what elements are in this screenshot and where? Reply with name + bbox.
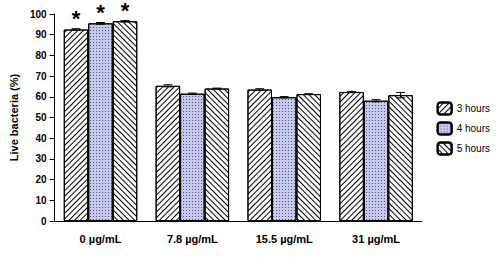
svg-text:*: * [96, 0, 105, 25]
svg-text:50: 50 [35, 112, 47, 123]
svg-text:Live bacteria (%): Live bacteria (%) [8, 73, 20, 161]
svg-text:80: 80 [35, 50, 47, 61]
svg-text:0: 0 [41, 216, 47, 227]
svg-text:0 µg/mL: 0 µg/mL [80, 233, 122, 245]
svg-text:100: 100 [30, 9, 47, 20]
svg-text:10: 10 [35, 195, 47, 206]
svg-text:40: 40 [35, 133, 47, 144]
svg-text:15.5 µg/mL: 15.5 µg/mL [256, 233, 313, 245]
svg-text:7.8 µg/mL: 7.8 µg/mL [167, 233, 218, 245]
svg-text:70: 70 [35, 71, 47, 82]
svg-text:5 hours: 5 hours [457, 143, 490, 154]
svg-text:20: 20 [35, 174, 47, 185]
svg-text:60: 60 [35, 91, 47, 102]
svg-text:30: 30 [35, 153, 47, 164]
svg-text:90: 90 [35, 29, 47, 40]
svg-text:*: * [72, 6, 81, 31]
svg-text:*: * [121, 0, 130, 23]
svg-text:4 hours: 4 hours [457, 123, 490, 134]
svg-text:31 µg/mL: 31 µg/mL [352, 233, 400, 245]
svg-text:3 hours: 3 hours [457, 103, 490, 114]
